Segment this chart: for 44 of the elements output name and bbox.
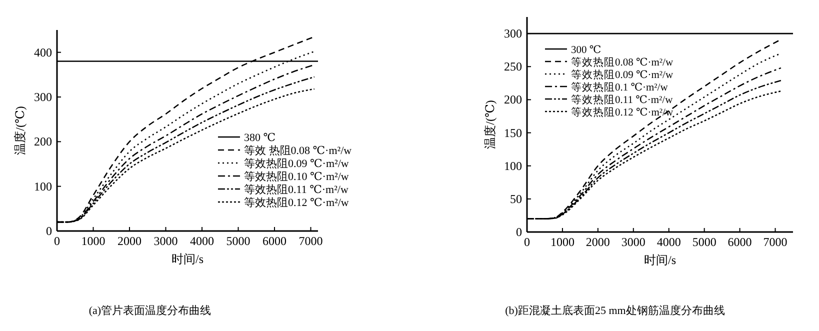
y-tick-label: 0 (516, 225, 522, 239)
x-tick-label: 5000 (692, 235, 716, 249)
x-axis-title: 时间/s (644, 253, 676, 267)
y-tick-label: 200 (504, 92, 522, 107)
x-tick-label: 1000 (81, 234, 106, 248)
y-tick-label: 300 (504, 26, 522, 41)
x-tick-label: 7000 (298, 234, 323, 248)
legend-label: 380 ℃ (244, 132, 276, 144)
legend-label: 等效热阻0.08 ℃·m²/w (571, 56, 674, 68)
y-tick-label: 100 (34, 179, 52, 194)
y-tick-label: 250 (504, 60, 522, 74)
y-axis-title: 温度/(℃) (13, 106, 27, 155)
x-tick-label: 4000 (656, 235, 681, 249)
y-tick-label: 0 (46, 224, 52, 238)
x-tick-label: 3000 (154, 234, 178, 248)
legend-label: 等效热阻0.12 ℃·m²/w (571, 106, 674, 118)
legend-label: 等效 热阻0.08 ℃·m²/w (244, 145, 352, 157)
legend-label: 等效热阻0.1 ℃·m²/w (571, 82, 668, 94)
x-tick-label: 5000 (226, 234, 250, 248)
legend-label: 300 ℃ (571, 45, 602, 56)
y-tick-label: 150 (504, 126, 522, 140)
y-tick-label: 300 (34, 90, 52, 104)
x-tick-label: 6000 (728, 235, 752, 249)
legend-label: 等效热阻0.09 ℃·m²/w (244, 158, 349, 170)
y-tick-label: 100 (504, 158, 522, 173)
text: (b)距混凝土底表面25 mm处钢筋温度分布曲线 (505, 304, 725, 317)
legend-label: 等效热阻0.10 ℃·m²/w (244, 171, 349, 183)
y-tick-label: 400 (34, 45, 52, 60)
legend-label: 等效热阻0.09 ℃·m²/w (571, 69, 674, 81)
y-tick-label: 200 (34, 134, 52, 149)
x-axis-title: 时间/s (171, 252, 204, 266)
x-tick-label: 7000 (763, 235, 788, 249)
legend-label: 等效热阻0.12 ℃·m²/w (244, 197, 349, 209)
legend-label: 等效热阻0.11 ℃·m²/w (571, 94, 674, 106)
text: (a)管片表面温度分布曲线 (88, 304, 212, 317)
x-tick-label: 3000 (621, 235, 646, 249)
x-tick-label: 6000 (262, 234, 286, 248)
x-tick-label: 1000 (550, 235, 574, 249)
y-axis-title: 温度/(℃) (483, 100, 497, 149)
legend-label: 等效热阻0.11 ℃·m²/w (244, 184, 348, 196)
y-tick-label: 50 (510, 192, 522, 206)
x-tick-label: 4000 (190, 234, 214, 248)
x-tick-label: 2000 (586, 235, 610, 249)
x-tick-label: 2000 (118, 234, 142, 248)
